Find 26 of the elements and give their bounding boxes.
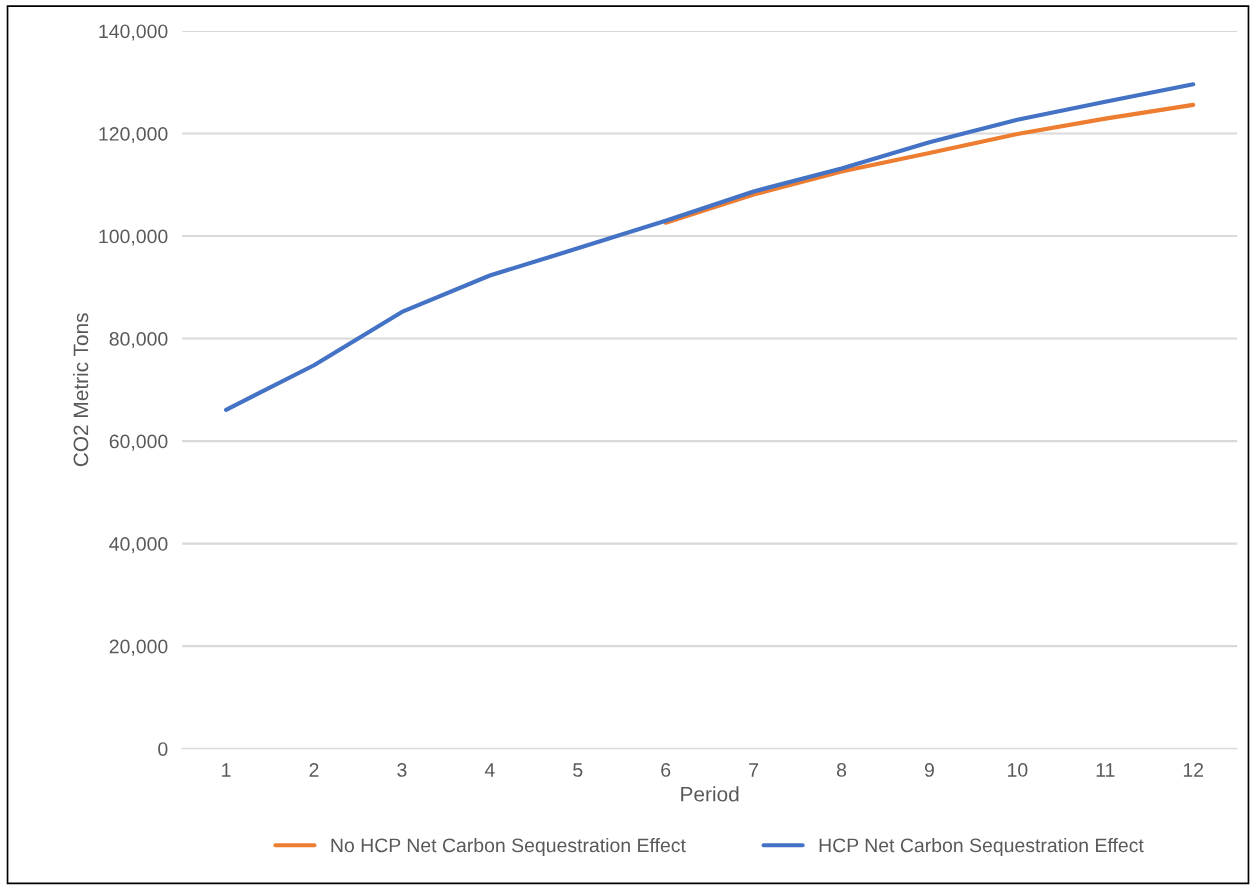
x-tick-label: 12 xyxy=(1183,763,1204,777)
legend-label: HCP Net Carbon Sequestration Effect xyxy=(819,837,1144,857)
x-axis-title: Period xyxy=(681,786,739,802)
x-tick-label: 2 xyxy=(309,763,319,777)
y-axis-title: CO2 Metric Tons xyxy=(72,313,89,467)
x-tick-label: 6 xyxy=(661,763,671,777)
y-tick-label: 100,000 xyxy=(99,229,168,246)
x-tick-label: 9 xyxy=(924,763,934,777)
line-series xyxy=(223,82,1196,412)
legend-label: No HCP Net Carbon Sequestration Effect xyxy=(331,837,686,857)
x-tick-label: 8 xyxy=(836,763,847,777)
y-tick-label: 140,000 xyxy=(99,24,168,41)
x-tick-label: 7 xyxy=(749,763,759,777)
x-tick-label: 3 xyxy=(397,763,407,777)
y-tick-label: 120,000 xyxy=(99,127,168,144)
y-tick-label: 60,000 xyxy=(109,434,168,451)
x-tick-label: 11 xyxy=(1096,763,1115,777)
y-tick-label: 0 xyxy=(158,742,168,756)
x-tick-label: 10 xyxy=(1008,763,1028,777)
line-series xyxy=(663,102,1196,225)
x-tick-label: 1 xyxy=(222,763,231,777)
y-tick-label: 20,000 xyxy=(109,639,168,656)
x-tick-label: 4 xyxy=(484,763,495,777)
x-tick-label: 5 xyxy=(573,763,583,777)
y-tick-label: 80,000 xyxy=(109,332,168,349)
y-tick-label: 40,000 xyxy=(109,537,168,554)
